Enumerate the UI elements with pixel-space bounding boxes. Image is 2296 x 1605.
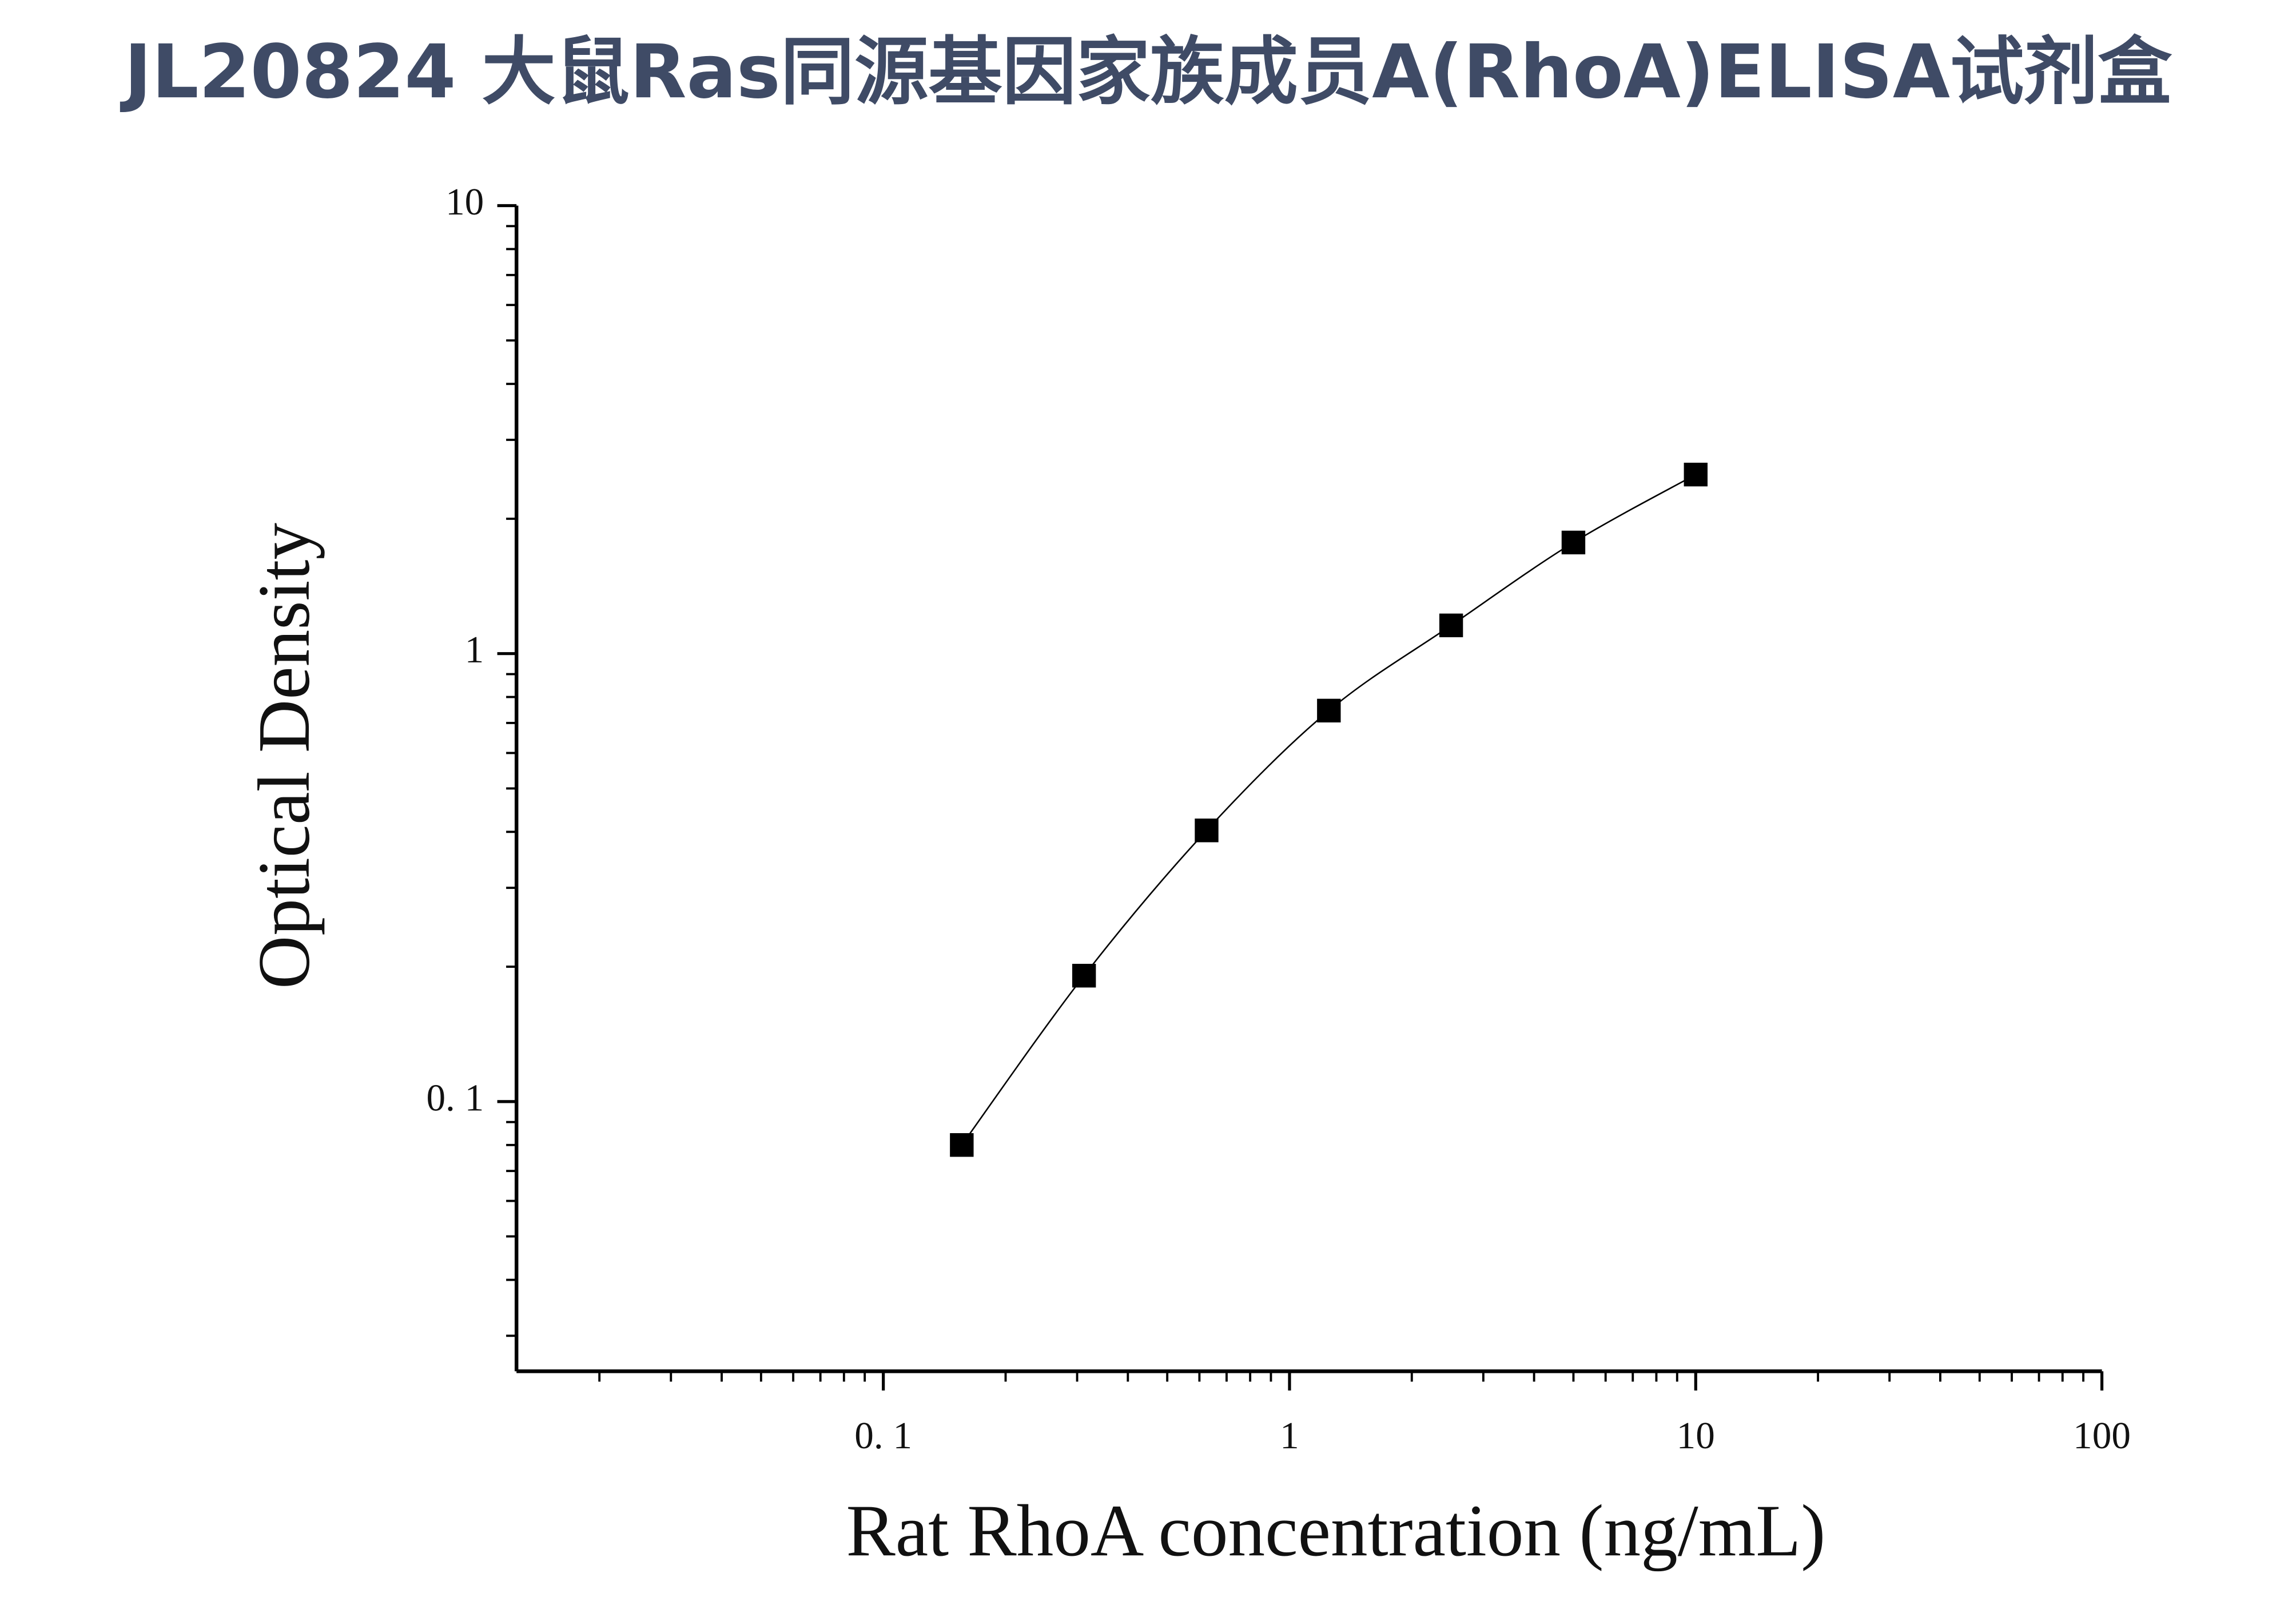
y-tick-label: 1: [465, 628, 484, 671]
chart-title: JL20824 大鼠Ras同源基因家族成员A(RhoA)ELISA试剂盒: [120, 29, 2172, 115]
y-tick-label: 0. 1: [426, 1076, 484, 1119]
x-tick-label: 100: [2073, 1414, 2131, 1457]
data-point: [1317, 698, 1341, 723]
x-tick-label: 0. 1: [854, 1414, 912, 1457]
x-axis-label: Rat RhoA concentration (ng/mL): [846, 1489, 1826, 1571]
x-tick-label: 1: [1280, 1414, 1299, 1457]
y-axis-label: Optical Density: [243, 523, 325, 989]
x-tick-label: 10: [1677, 1414, 1715, 1457]
data-point: [1561, 530, 1586, 555]
data-point: [1439, 613, 1463, 638]
data-point: [1072, 964, 1096, 988]
data-point: [1684, 462, 1708, 487]
y-tick-label: 10: [445, 180, 484, 223]
data-point: [950, 1133, 974, 1157]
data-point: [1195, 819, 1219, 843]
